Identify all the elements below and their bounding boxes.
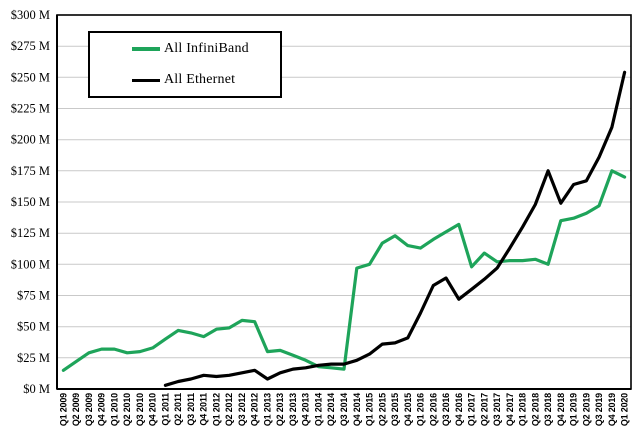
svg-text:Q1 2014: Q1 2014 — [314, 393, 324, 426]
svg-text:Q2 2018: Q2 2018 — [530, 393, 540, 426]
svg-text:Q3 2019: Q3 2019 — [594, 393, 604, 426]
svg-text:$225 M: $225 M — [11, 102, 50, 116]
svg-text:Q3 2009: Q3 2009 — [84, 393, 94, 426]
svg-text:Q2 2012: Q2 2012 — [224, 393, 234, 426]
svg-text:Q4 2018: Q4 2018 — [556, 393, 566, 426]
svg-text:Q3 2015: Q3 2015 — [390, 393, 400, 426]
svg-text:$50 M: $50 M — [17, 320, 50, 334]
svg-text:Q3 2017: Q3 2017 — [492, 393, 502, 426]
series-lines — [61, 70, 627, 387]
svg-text:Q4 2014: Q4 2014 — [352, 393, 362, 426]
svg-text:Q4 2015: Q4 2015 — [403, 393, 413, 426]
svg-text:Q2 2017: Q2 2017 — [479, 393, 489, 426]
svg-text:Q1 2009: Q1 2009 — [58, 393, 68, 426]
svg-text:$25 M: $25 M — [17, 351, 50, 365]
svg-text:Q4 2009: Q4 2009 — [97, 393, 107, 426]
svg-text:Q1 2020: Q1 2020 — [620, 393, 630, 426]
svg-text:Q2 2015: Q2 2015 — [377, 393, 387, 426]
legend-item-ethernet: All Ethernet — [90, 65, 280, 97]
plot-border — [56, 14, 632, 390]
svg-text:Q2 2010: Q2 2010 — [122, 393, 132, 426]
svg-text:Q2 2013: Q2 2013 — [275, 393, 285, 426]
svg-text:Q1 2013: Q1 2013 — [263, 393, 273, 426]
svg-text:$300 M: $300 M — [11, 8, 50, 22]
svg-text:Q3 2016: Q3 2016 — [441, 393, 451, 426]
svg-text:Q4 2016: Q4 2016 — [454, 393, 464, 426]
y-axis-labels: $0 M $25 M $50 M $75 M $100 M $125 M $150 M $17… — [11, 8, 50, 396]
svg-text:Q2 2019: Q2 2019 — [581, 393, 591, 426]
svg-text:$100 M: $100 M — [11, 257, 50, 271]
svg-text:$175 M: $175 M — [11, 164, 50, 178]
svg-text:Q4 2017: Q4 2017 — [505, 393, 515, 426]
svg-text:Q3 2013: Q3 2013 — [288, 393, 298, 426]
svg-text:Q1 2018: Q1 2018 — [518, 393, 528, 426]
legend-label-ethernet: All Ethernet — [164, 72, 236, 88]
svg-text:Q4 2012: Q4 2012 — [250, 393, 260, 426]
svg-text:Q4 2011: Q4 2011 — [199, 393, 209, 426]
svg-text:$0 M: $0 M — [23, 382, 50, 396]
svg-text:Q1 2019: Q1 2019 — [569, 393, 579, 426]
svg-text:Q1 2017: Q1 2017 — [467, 393, 477, 426]
svg-text:$275 M: $275 M — [11, 39, 50, 53]
legend-label-infiniband: All InfiniBand — [164, 40, 249, 56]
svg-text:$75 M: $75 M — [17, 289, 50, 303]
ethernet-line-swatch — [132, 78, 160, 82]
svg-text:Q3 2012: Q3 2012 — [237, 393, 247, 426]
svg-text:Q3 2018: Q3 2018 — [543, 393, 553, 426]
infiniband-line-swatch — [132, 47, 160, 51]
svg-text:$250 M: $250 M — [11, 70, 50, 84]
svg-text:Q1 2012: Q1 2012 — [211, 393, 221, 426]
svg-text:Q4 2010: Q4 2010 — [148, 393, 158, 426]
svg-text:Q2 2016: Q2 2016 — [428, 393, 438, 426]
svg-text:$125 M: $125 M — [11, 226, 50, 240]
svg-text:$200 M: $200 M — [11, 133, 50, 147]
x-axis-labels: Q1 2009 Q2 2009 Q3 2009 Q4 2009 Q1 2010 Q2 20… — [58, 393, 629, 426]
legend-item-infiniband: All InfiniBand — [90, 33, 280, 65]
svg-text:Q1 2010: Q1 2010 — [109, 393, 119, 426]
svg-text:Q1 2015: Q1 2015 — [365, 393, 375, 426]
svg-text:Q2 2014: Q2 2014 — [326, 393, 336, 426]
svg-text:Q3 2010: Q3 2010 — [135, 393, 145, 426]
svg-text:Q3 2014: Q3 2014 — [339, 393, 349, 426]
chart-legend: All InfiniBand All Ethernet — [88, 31, 282, 98]
svg-text:Q3 2011: Q3 2011 — [186, 393, 196, 426]
svg-text:Q2 2011: Q2 2011 — [173, 393, 183, 426]
svg-text:Q4 2013: Q4 2013 — [301, 393, 311, 426]
svg-text:Q1 2016: Q1 2016 — [416, 393, 426, 426]
svg-text:Q2 2009: Q2 2009 — [71, 393, 81, 426]
svg-text:Q4 2019: Q4 2019 — [607, 393, 617, 426]
svg-text:Q1 2011: Q1 2011 — [160, 393, 170, 426]
svg-text:$150 M: $150 M — [11, 195, 50, 209]
